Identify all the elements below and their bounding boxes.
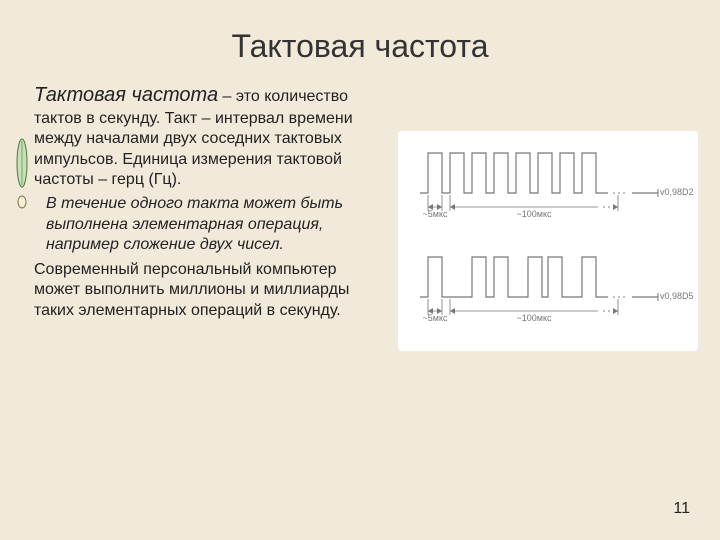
seed-bullet-icon	[17, 195, 27, 209]
bullet-column	[10, 83, 34, 351]
text-column: Тактовая частота – это количество тактов…	[34, 83, 384, 351]
svg-text:~5мкс: ~5мкс	[423, 313, 448, 323]
slide-title: Тактовая частота	[0, 0, 720, 83]
paragraph-italic: В течение одного такта может быть выполн…	[34, 194, 384, 255]
svg-text:~5мкс: ~5мкс	[423, 209, 448, 219]
svg-text:v0,98D2: v0,98D2	[660, 187, 694, 197]
figure-column: v0,98D2 ~5мкс ~100мкс v0,98D5 ~5мкс ~100мкс	[384, 83, 710, 351]
body: Тактовая частота – это количество тактов…	[0, 83, 720, 351]
slide: Тактовая частота Тактовая частота – это …	[0, 0, 720, 540]
paragraph-modern: Современный персональный компьютер может…	[34, 260, 384, 321]
term: Тактовая частота	[34, 84, 218, 106]
paragraph-definition: Тактовая частота – это количество тактов…	[34, 83, 384, 190]
leaf-bullet-icon	[15, 137, 29, 189]
svg-text:v0,98D5: v0,98D5	[660, 291, 694, 301]
timing-diagram: v0,98D2 ~5мкс ~100мкс v0,98D5 ~5мкс ~100мкс	[398, 131, 698, 351]
svg-text:~100мкс: ~100мкс	[517, 313, 552, 323]
page-number: 11	[673, 500, 690, 518]
svg-text:~100мкс: ~100мкс	[517, 209, 552, 219]
